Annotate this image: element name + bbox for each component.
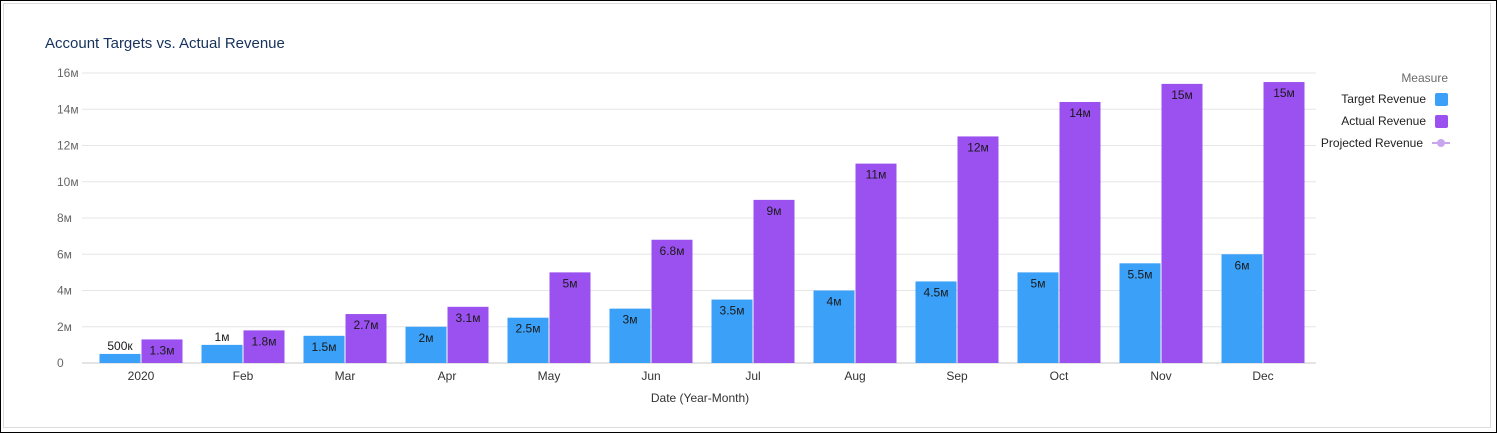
actual-revenue-data-label: 11м xyxy=(866,168,887,182)
target-revenue-bar xyxy=(201,344,243,363)
target-revenue-data-label: 4.5м xyxy=(924,285,949,299)
legend-label: Actual Revenue xyxy=(1341,114,1426,128)
target-revenue-data-label: 500к xyxy=(107,339,133,353)
actual-revenue-data-label: 15м xyxy=(1171,88,1193,102)
target-revenue-bar xyxy=(1017,272,1059,363)
legend-item-projected-revenue[interactable]: Projected Revenue xyxy=(1300,132,1450,154)
chart-title: Account Targets vs. Actual Revenue xyxy=(45,35,285,52)
x-axis-title: Date (Year-Month) xyxy=(651,391,749,405)
y-tick-label: 6м xyxy=(57,247,72,261)
x-tick-label: May xyxy=(538,369,561,383)
actual-revenue-bar xyxy=(651,239,693,363)
x-tick-label: Aug xyxy=(844,369,865,383)
target-revenue-bar xyxy=(711,299,753,363)
target-revenue-data-label: 1.5м xyxy=(312,340,337,354)
actual-revenue-bar xyxy=(1161,83,1203,363)
legend-item-actual-revenue[interactable]: Actual Revenue xyxy=(1300,110,1450,132)
y-tick-label: 4м xyxy=(57,284,72,298)
x-tick-label: Dec xyxy=(1252,369,1273,383)
actual-revenue-data-label: 15м xyxy=(1273,86,1295,100)
legend-swatch-actual xyxy=(1435,114,1448,128)
y-tick-label: 0 xyxy=(57,356,64,370)
actual-revenue-data-label: 12м xyxy=(967,140,989,154)
target-revenue-bar xyxy=(915,281,957,363)
target-revenue-bar xyxy=(405,326,447,363)
target-revenue-data-label: 5.5м xyxy=(1128,267,1153,281)
target-revenue-data-label: 2.5м xyxy=(516,322,541,336)
legend: Measure Target Revenue Actual Revenue Pr… xyxy=(1300,68,1450,154)
legend-label: Projected Revenue xyxy=(1320,136,1423,150)
actual-revenue-bar xyxy=(1059,102,1101,363)
target-revenue-bar xyxy=(507,317,549,363)
actual-revenue-data-label: 14м xyxy=(1069,106,1091,120)
x-tick-label: Jul xyxy=(745,369,760,383)
target-revenue-bar xyxy=(303,335,345,363)
y-tick-label: 10м xyxy=(57,175,79,189)
x-tick-label: 2020 xyxy=(128,369,155,383)
target-revenue-data-label: 3.5м xyxy=(720,304,745,318)
legend-line-swatch-projected xyxy=(1432,137,1450,149)
target-revenue-data-label: 6м xyxy=(1235,258,1250,272)
target-revenue-data-label: 4м xyxy=(827,295,842,309)
legend-item-target-revenue[interactable]: Target Revenue xyxy=(1300,88,1450,110)
x-tick-label: Sep xyxy=(946,369,968,383)
target-revenue-bar xyxy=(609,308,651,363)
legend-label: Target Revenue xyxy=(1341,92,1426,106)
actual-revenue-data-label: 1.3м xyxy=(150,343,175,357)
actual-revenue-bar xyxy=(345,314,387,363)
target-revenue-bar xyxy=(1119,263,1161,363)
x-tick-label: Oct xyxy=(1050,369,1069,383)
target-revenue-bar xyxy=(1221,254,1263,363)
actual-revenue-bar xyxy=(855,163,897,363)
legend-swatch-target xyxy=(1435,92,1448,106)
target-revenue-bar xyxy=(99,353,141,363)
actual-revenue-bar xyxy=(141,339,183,363)
target-revenue-data-label: 5м xyxy=(1031,276,1046,290)
actual-revenue-data-label: 1.8м xyxy=(252,334,277,348)
actual-revenue-data-label: 6.8м xyxy=(660,244,685,258)
target-revenue-data-label: 1м xyxy=(215,330,230,344)
x-tick-label: Feb xyxy=(233,369,254,383)
x-tick-label: Mar xyxy=(335,369,356,383)
y-tick-label: 16м xyxy=(57,66,79,80)
y-tick-label: 8м xyxy=(57,211,72,225)
y-tick-label: 12м xyxy=(57,139,79,153)
actual-revenue-data-label: 2.7м xyxy=(354,318,379,332)
actual-revenue-data-label: 5м xyxy=(563,276,578,290)
actual-revenue-bar xyxy=(243,330,285,363)
x-tick-label: Apr xyxy=(438,369,457,383)
actual-revenue-data-label: 9м xyxy=(767,204,782,218)
y-tick-label: 14м xyxy=(57,102,79,116)
target-revenue-data-label: 3м xyxy=(623,313,638,327)
y-tick-label: 2м xyxy=(57,320,72,334)
x-tick-label: Nov xyxy=(1150,369,1171,383)
actual-revenue-bar xyxy=(1263,82,1305,363)
target-revenue-data-label: 2м xyxy=(419,331,434,345)
legend-dot xyxy=(1437,139,1445,147)
legend-title: Measure xyxy=(1401,71,1448,85)
actual-revenue-bar xyxy=(753,199,795,363)
actual-revenue-bar xyxy=(957,136,999,363)
actual-revenue-bar xyxy=(447,306,489,363)
x-tick-label: Jun xyxy=(641,369,660,383)
actual-revenue-bar xyxy=(549,272,591,363)
target-revenue-bar xyxy=(813,290,855,363)
actual-revenue-data-label: 3.1м xyxy=(456,311,481,325)
